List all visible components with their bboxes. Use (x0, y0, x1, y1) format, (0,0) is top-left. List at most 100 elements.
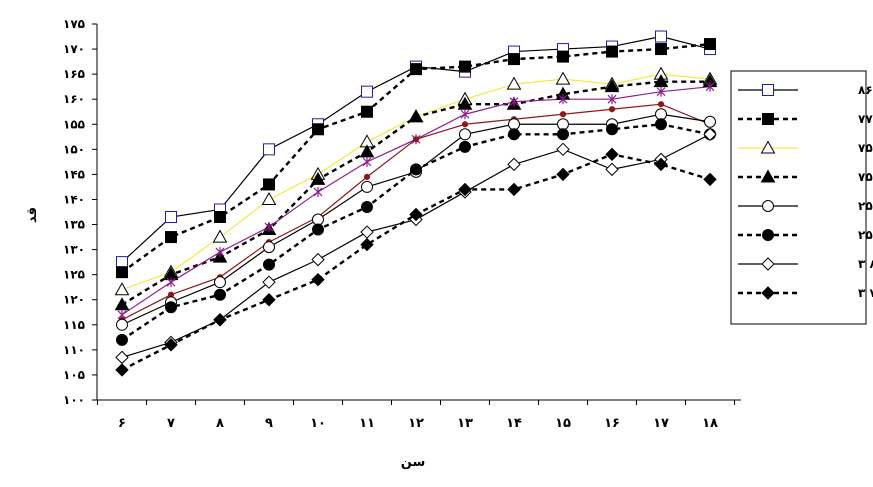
legend-label: ۸۶۰۹۷ (858, 83, 873, 97)
data-point-s1-6 (361, 85, 373, 98)
data-point-s8-5 (312, 223, 324, 236)
x-tick-label: ۷ (167, 416, 175, 431)
data-point-s9-13 (703, 127, 717, 142)
data-point-s4-6 (359, 144, 375, 158)
legend-marker (762, 200, 774, 212)
x-tick-label: ۱۰ (310, 416, 326, 431)
data-point-s5-11 (607, 94, 617, 105)
data-point-s2-13 (704, 38, 716, 51)
y-tick-label: ۱۱۰ (63, 343, 85, 357)
legend-item-2: ۷۷،۹۷ (738, 112, 873, 126)
data-point-s7-8 (459, 128, 471, 141)
x-tick-label: ۱۵ (555, 416, 571, 431)
data-point-s3-3 (212, 229, 228, 243)
data-point-s3-9 (506, 76, 522, 90)
data-point-s6-11 (608, 106, 616, 113)
data-point-s7-3 (214, 276, 226, 289)
data-point-s10-12 (654, 157, 668, 172)
data-point-s8-10 (557, 128, 569, 141)
y-tick-label: ۱۴۰ (63, 192, 85, 206)
legend: ۸۶۰۹۷ ۷۷،۹۷ ۸۶ ۷۵ ۷۷ ۷۵ ۸۶ ۲۵ ۷۷ ۲۵ ۸۶ ۳ ۷۷ ۳ (730, 70, 873, 325)
data-point-s4-7 (408, 109, 424, 123)
legend-marker (762, 229, 774, 241)
data-point-s10-2 (164, 338, 178, 352)
legend-item-4: ۷۷ ۷۵ (738, 169, 873, 184)
legend-box (730, 70, 867, 325)
legend-label: ۷۷ ۳ (858, 286, 873, 300)
legend-marker (760, 169, 776, 183)
legend-item-10: ۷۷ ۳ (738, 286, 873, 300)
data-point-s2-12 (655, 43, 667, 56)
data-point-s5-12 (656, 86, 666, 97)
data-point-s10-1 (115, 363, 129, 377)
y-tick-label: ۱۷۵ (63, 17, 85, 31)
x-axis-title: سن (401, 455, 425, 470)
y-tick-label: ۱۷۰ (63, 42, 85, 56)
data-point-s7-12 (655, 108, 667, 121)
data-point-s9-11 (605, 162, 619, 177)
data-point-s9-10 (556, 142, 570, 157)
legend-marker (761, 286, 775, 300)
legend-label: ۸۶ ۳ (858, 257, 873, 271)
plot-axes: ۱۰۰ ۱۰۵ ۱۱۰ ۱۱۵ ۱۲۰ ۱۲۵ ۱۳۰ ۱۳۵ ۱۴۰ ۱۴۵ ۱۵۰ ۱۵۵ ۱۶۰ ۱… (63, 17, 741, 431)
legend-item-3: ۸۶ ۷۵ (738, 140, 873, 155)
data-point-s8-1 (116, 333, 128, 346)
data-point-s2-2 (165, 231, 177, 244)
data-point-s5-3 (215, 247, 225, 258)
data-point-s8-2 (165, 301, 177, 314)
data-point-s8-7 (410, 163, 422, 176)
y-tick-label: ۱۵۰ (63, 142, 85, 156)
y-tick-label: ۱۳۰ (63, 243, 85, 257)
data-point-s2-6 (361, 105, 373, 118)
data-point-s5-6 (362, 156, 372, 167)
y-tick-label: ۱۲۰ (63, 293, 85, 307)
data-point-s4-11 (604, 79, 620, 93)
data-point-s7-1 (116, 318, 128, 331)
data-point-s10-10 (556, 167, 570, 182)
x-tick-label: ۱۶ (604, 416, 620, 431)
data-point-s2-4 (263, 178, 275, 191)
data-point-s5-10 (558, 94, 568, 105)
data-point-s2-11 (606, 45, 618, 58)
legend-label: ۷۷،۹۷ (858, 112, 873, 126)
data-point-s2-3 (214, 211, 226, 224)
legend-label: ۷۷ ۲۵ (858, 228, 873, 242)
data-point-s1-1 (116, 256, 128, 269)
data-point-s4-5 (310, 171, 326, 185)
series-line-10 (121, 153, 711, 371)
data-point-s4-1 (114, 297, 130, 311)
data-point-s5-5 (313, 186, 323, 197)
data-point-s10-5 (311, 272, 325, 287)
y-tick-label: ۱۲۵ (63, 268, 85, 282)
x-tick-label: ۱۷ (653, 416, 669, 431)
data-point-s1-4 (263, 143, 275, 156)
data-point-s7-6 (361, 180, 373, 193)
data-point-s7-4 (263, 241, 275, 254)
data-point-s7-10 (557, 118, 569, 131)
series-line-2 (121, 42, 711, 274)
data-point-s10-8 (458, 182, 472, 197)
data-point-s9-9 (507, 157, 521, 172)
data-point-s1-12 (655, 30, 667, 43)
data-point-s9-1 (115, 350, 129, 365)
data-point-s6-10 (559, 111, 567, 118)
x-tick-label: ۸ (216, 416, 224, 431)
data-point-s8-8 (459, 140, 471, 153)
y-tick-label: ۱۳۵ (63, 218, 85, 232)
data-point-s10-4 (262, 293, 276, 307)
data-point-s7-13 (704, 115, 716, 128)
series-lines (121, 35, 711, 371)
legend-marker (762, 84, 774, 96)
data-point-s9-5 (311, 252, 325, 267)
data-point-s5-9 (509, 96, 519, 107)
legend-item-9: ۸۶ ۳ (738, 257, 873, 271)
y-tick-label: ۱۱۵ (63, 318, 85, 332)
data-point-s2-8 (459, 60, 471, 73)
legend-marker (762, 113, 774, 125)
data-point-s10-7 (409, 207, 423, 222)
data-point-s2-5 (312, 123, 324, 136)
legend-label: ۷۷ ۷۵ (858, 170, 873, 184)
y-axis-title: قد (25, 207, 40, 223)
